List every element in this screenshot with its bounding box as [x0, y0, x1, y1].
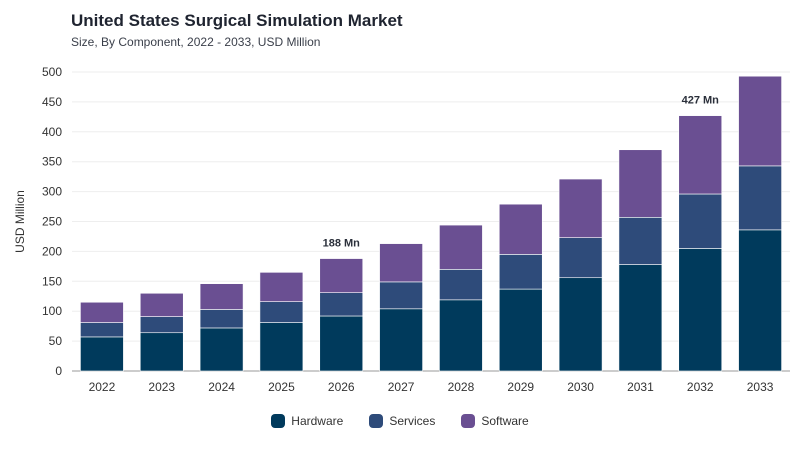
- y-axis-label: USD Million: [13, 190, 27, 253]
- legend-item-software: Software: [461, 414, 529, 428]
- bar-services-2028: [439, 269, 483, 301]
- y-tick-label: 0: [55, 364, 62, 378]
- bar-hardware-2031: [618, 264, 663, 372]
- bar-hardware-2025: [259, 322, 304, 372]
- bar-software-2022: [80, 301, 124, 323]
- x-tick-label: 2023: [148, 380, 175, 394]
- bar-hardware-2022: [80, 336, 124, 372]
- legend-swatch: [369, 414, 384, 428]
- x-tick-label: 2033: [747, 380, 774, 394]
- bar-software-2028: [439, 224, 483, 270]
- y-tick-label: 350: [42, 155, 62, 169]
- bar-hardware-2027: [379, 308, 423, 372]
- x-tick-label: 2030: [567, 380, 594, 394]
- bar-hardware-2030: [558, 277, 603, 372]
- legend-item-hardware: Hardware: [271, 414, 343, 428]
- bar-annotation: 427 Mn: [682, 95, 720, 107]
- stacked-bar-chart: 0 50 100 150 200 250 300 350 400 450 500 USD Millio…: [13, 65, 790, 394]
- bar-services-2023: [139, 316, 184, 334]
- bar-software-2030: [558, 178, 603, 238]
- legend-swatch: [461, 414, 476, 428]
- bar-hardware-2033: [738, 229, 782, 372]
- bar-software-2027: [379, 243, 423, 283]
- bar-services-2027: [379, 281, 423, 310]
- bar-services-2032: [678, 193, 723, 249]
- bar-annotation: 188 Mn: [323, 238, 361, 250]
- bar-services-2022: [80, 322, 124, 338]
- bar-services-2026: [319, 292, 364, 317]
- bar-software-2025: [259, 272, 304, 302]
- x-tick-label: 2022: [89, 380, 116, 394]
- y-tick-label: 300: [42, 185, 62, 199]
- legend-item-services: Services: [369, 414, 435, 428]
- bar-hardware-2029: [498, 288, 543, 372]
- x-tick-label: 2032: [687, 380, 714, 394]
- legend-label: Hardware: [291, 414, 344, 428]
- legend-label: Software: [481, 414, 529, 428]
- bar-software-2032: [678, 115, 723, 195]
- x-tick-label: 2026: [328, 380, 355, 394]
- chart-legend: Hardware Services Software: [0, 414, 800, 428]
- legend-label: Services: [389, 414, 436, 428]
- bar-services-2031: [618, 217, 663, 265]
- bar-hardware-2032: [678, 248, 723, 372]
- bar-software-2033: [738, 75, 782, 167]
- bar-services-2030: [558, 237, 603, 279]
- y-tick-label: 100: [42, 304, 62, 318]
- bar-software-2024: [199, 283, 244, 310]
- y-tick-label: 450: [42, 95, 62, 109]
- legend-swatch: [271, 414, 286, 428]
- x-tick-label: 2025: [268, 380, 295, 394]
- x-tick-label: 2028: [448, 380, 475, 394]
- y-tick-label: 200: [42, 244, 62, 258]
- y-tick-label: 50: [49, 334, 63, 348]
- bar-software-2031: [618, 149, 663, 218]
- bar-hardware-2028: [439, 299, 483, 372]
- x-tick-label: 2029: [507, 380, 534, 394]
- x-tick-label: 2031: [627, 380, 654, 394]
- bar-hardware-2023: [139, 332, 184, 372]
- x-tick-label: 2024: [208, 380, 235, 394]
- bar-services-2024: [199, 309, 244, 329]
- bar-services-2025: [259, 301, 304, 323]
- chart-subtitle: Size, By Component, 2022 - 2033, USD Mil…: [71, 35, 321, 49]
- y-tick-label: 250: [42, 215, 62, 229]
- bar-hardware-2026: [319, 315, 364, 372]
- bar-software-2029: [498, 203, 543, 255]
- bar-hardware-2024: [199, 327, 244, 372]
- bar-software-2023: [139, 292, 184, 317]
- bar-services-2033: [738, 165, 782, 231]
- y-tick-label: 400: [42, 125, 62, 139]
- y-tick-label: 500: [42, 65, 62, 79]
- y-tick-label: 150: [42, 274, 62, 288]
- bar-software-2026: [319, 258, 364, 293]
- x-tick-label: 2027: [388, 380, 415, 394]
- chart-title: United States Surgical Simulation Market: [71, 11, 403, 30]
- bar-services-2029: [498, 254, 543, 290]
